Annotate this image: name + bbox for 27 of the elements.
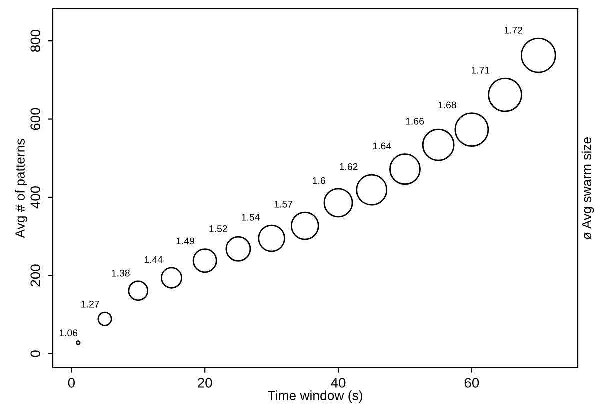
annotation: 1.72 bbox=[504, 26, 523, 34]
y-tick-label: 600 bbox=[30, 108, 41, 130]
annotation: 1.64 bbox=[373, 142, 392, 150]
annotation: 1.71 bbox=[472, 67, 490, 74]
y-tick-label: 800 bbox=[30, 30, 41, 52]
annotation: 1.38 bbox=[112, 270, 130, 277]
x-tick-label: 20 bbox=[198, 378, 212, 388]
annotation: 1.6 bbox=[313, 177, 326, 184]
y-tick-label: 0 bbox=[30, 350, 41, 358]
annotation: 1.49 bbox=[176, 238, 194, 245]
annotation: 1.68 bbox=[438, 102, 456, 109]
y2-axis-title: ø Avg swarm size bbox=[582, 138, 594, 240]
y-tick-label: 400 bbox=[30, 186, 41, 209]
annotation: 1.52 bbox=[210, 226, 228, 232]
x-tick-label: 60 bbox=[464, 378, 480, 388]
annotation: 1.57 bbox=[274, 201, 293, 208]
annotation: 1.27 bbox=[82, 300, 100, 308]
y-tick-label: 200 bbox=[30, 264, 41, 287]
annotation: 1.44 bbox=[144, 256, 163, 264]
annotation: 1.66 bbox=[406, 118, 424, 125]
x-tick-label: 0 bbox=[68, 378, 75, 388]
y-axis-title: Avg # of patterns bbox=[15, 139, 28, 238]
annotation: 1.54 bbox=[242, 214, 260, 221]
annotation: 1.62 bbox=[340, 163, 358, 170]
x-axis-title: Time window (s) bbox=[268, 390, 362, 403]
annotation: 1.06 bbox=[60, 330, 78, 337]
x-tick-label: 40 bbox=[331, 378, 346, 388]
